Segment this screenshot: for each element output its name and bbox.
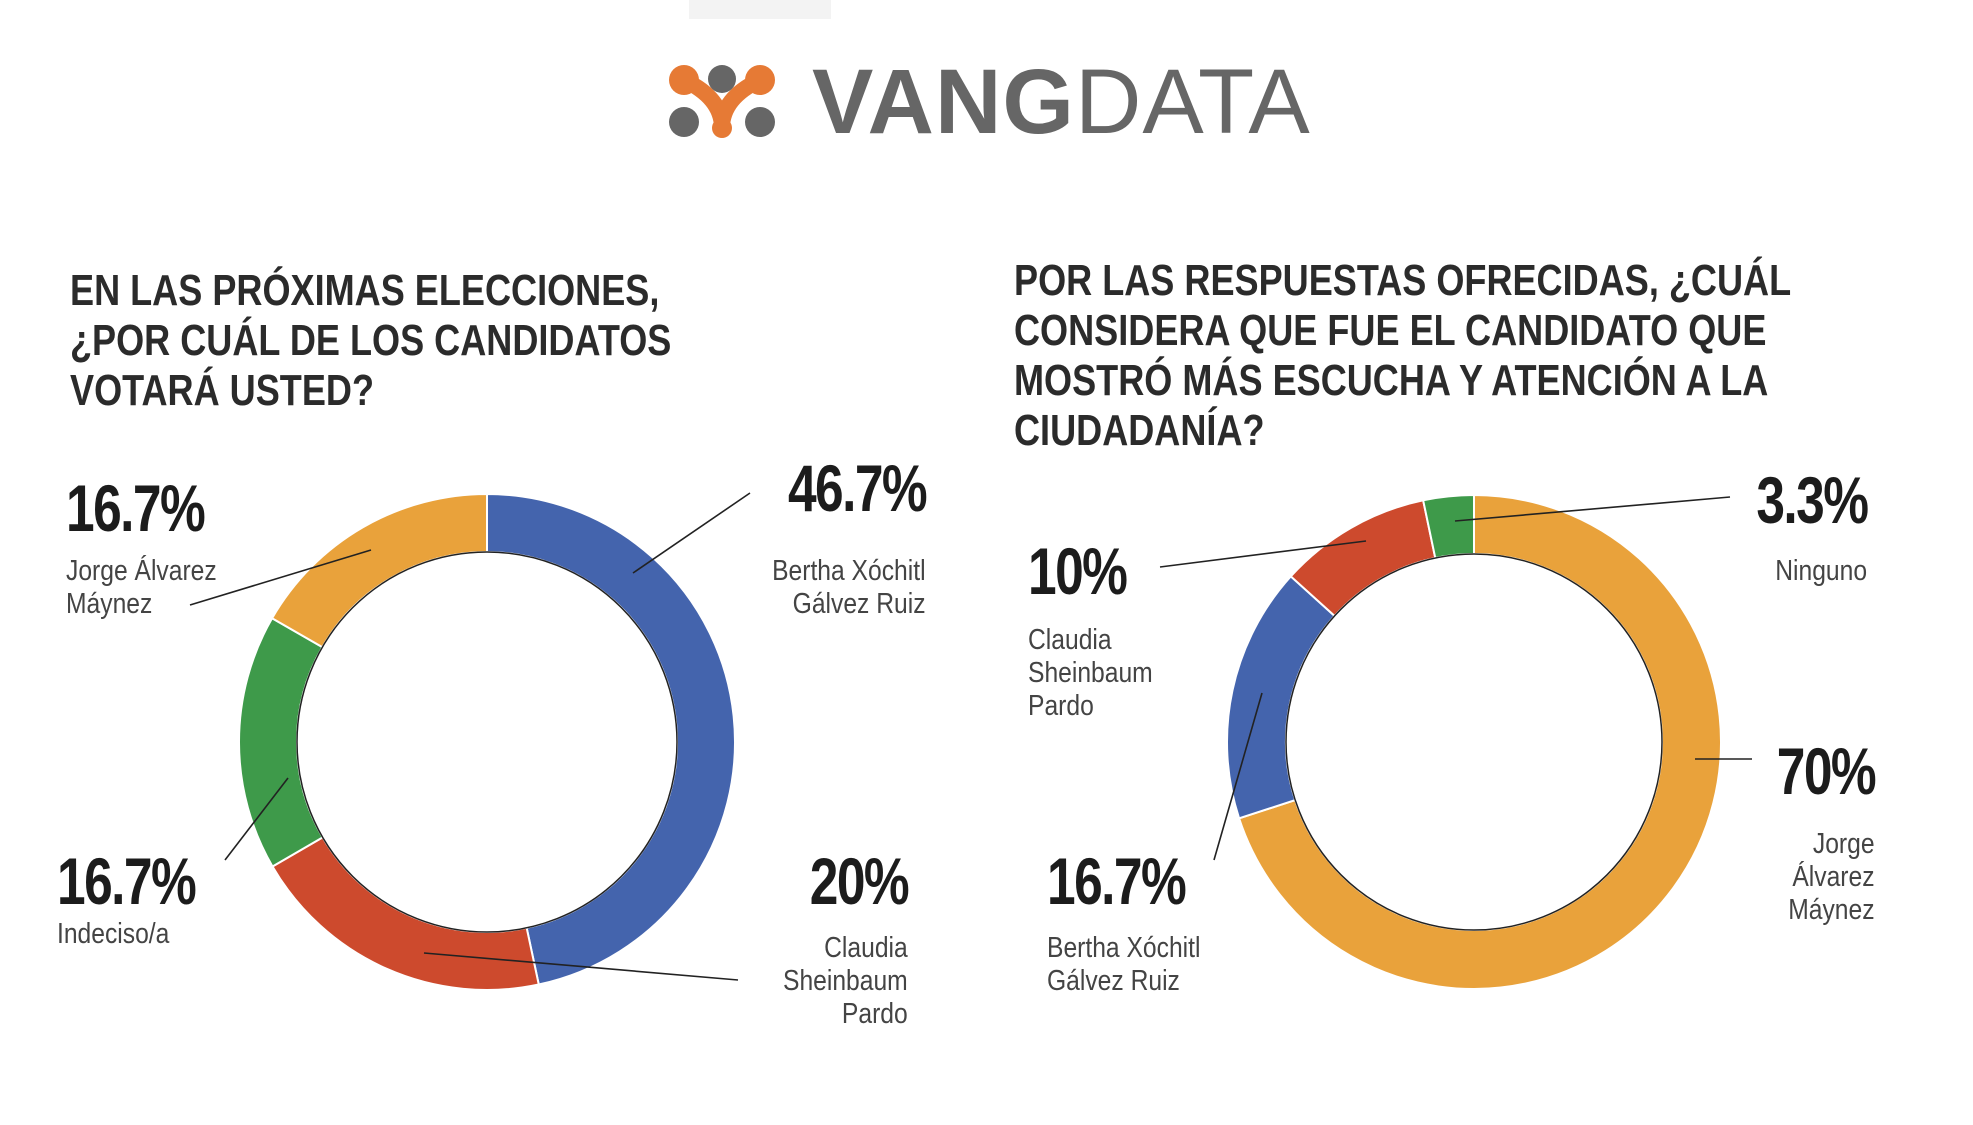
value-label-sheinbaum-2: 10% (1028, 534, 1128, 608)
title-line: POR LAS RESPUESTAS OFRECIDAS, ¿CUÁL (1014, 256, 1792, 305)
slice-label-sheinbaum-2: Claudia Sheinbaum Pardo (1028, 624, 1153, 722)
leader-line-sheinbaum-1 (423, 952, 739, 981)
value-label-sheinbaum-1: 20% (809, 844, 910, 918)
title-line: CIUDADANÍA? (1014, 406, 1265, 455)
slice-label-ninguno-2: Ninguno (1775, 555, 1867, 587)
value-label-galvez-2: 16.7% (1047, 844, 1187, 918)
donut-slice-bertha-x-chitl-g-lvez-ruiz (1226, 574, 1336, 820)
value-label-galvez-1: 46.7% (787, 451, 928, 525)
value-label-alvarez-2: 70% (1776, 734, 1877, 808)
donut-inner-ring (296, 551, 678, 933)
leader-line-galvez-1 (632, 492, 751, 574)
title-line: MOSTRÓ MÁS ESCUCHA Y ATENCIÓN A LA (1014, 356, 1769, 405)
chart2-title: POR LAS RESPUESTAS OFRECIDAS, ¿CUÁL CONS… (1014, 256, 1791, 456)
donut-slice-bertha-x-chitl-g-lvez-ruiz (486, 492, 736, 986)
leader-line-galvez-2 (1213, 692, 1263, 861)
vangdata-logo-icon (669, 65, 775, 138)
slice-label-sheinbaum-1: Claudia Sheinbaum Pardo (783, 932, 908, 1030)
slice-label-galvez-1: Bertha Xóchitl Gálvez Ruiz (772, 555, 926, 620)
donut-chart-attention (1226, 493, 1722, 990)
donut-inner-ring (1285, 553, 1663, 931)
chart1-title: EN LAS PRÓXIMAS ELECCIONES, ¿POR CUÁL DE… (70, 266, 671, 416)
leader-line-alvarez-1 (189, 549, 372, 606)
brand-name: VANGDATA (812, 51, 1311, 153)
value-label-indeciso-1: 16.7% (57, 844, 197, 918)
title-line: ¿POR CUÁL DE LOS CANDIDATOS (70, 316, 672, 365)
value-label-alvarez-1: 16.7% (66, 471, 206, 545)
leader-line-indeciso-1 (224, 777, 289, 861)
slice-label-alvarez-2: Jorge Álvarez Máynez (1788, 828, 1875, 926)
slice-label-galvez-2: Bertha Xóchitl Gálvez Ruiz (1047, 932, 1201, 997)
title-line: CONSIDERA QUE FUE EL CANDIDATO QUE (1014, 306, 1767, 355)
top-bar (689, 0, 831, 19)
slice-label-indeciso-1: Indeciso/a (57, 918, 170, 950)
value-label-ninguno-2: 3.3% (1755, 463, 1869, 537)
leader-lines (189, 492, 1752, 981)
donut-slice-indeciso-a (238, 616, 325, 868)
slice-label-alvarez-1: Jorge Álvarez Máynez (66, 555, 217, 620)
title-line: EN LAS PRÓXIMAS ELECCIONES, (70, 266, 660, 315)
leader-line-ninguno-2 (1454, 496, 1731, 522)
title-line: VOTARÁ USTED? (70, 366, 375, 415)
leader-line-sheinbaum-2 (1159, 540, 1367, 568)
donut-chart-vote-intention (238, 492, 736, 991)
